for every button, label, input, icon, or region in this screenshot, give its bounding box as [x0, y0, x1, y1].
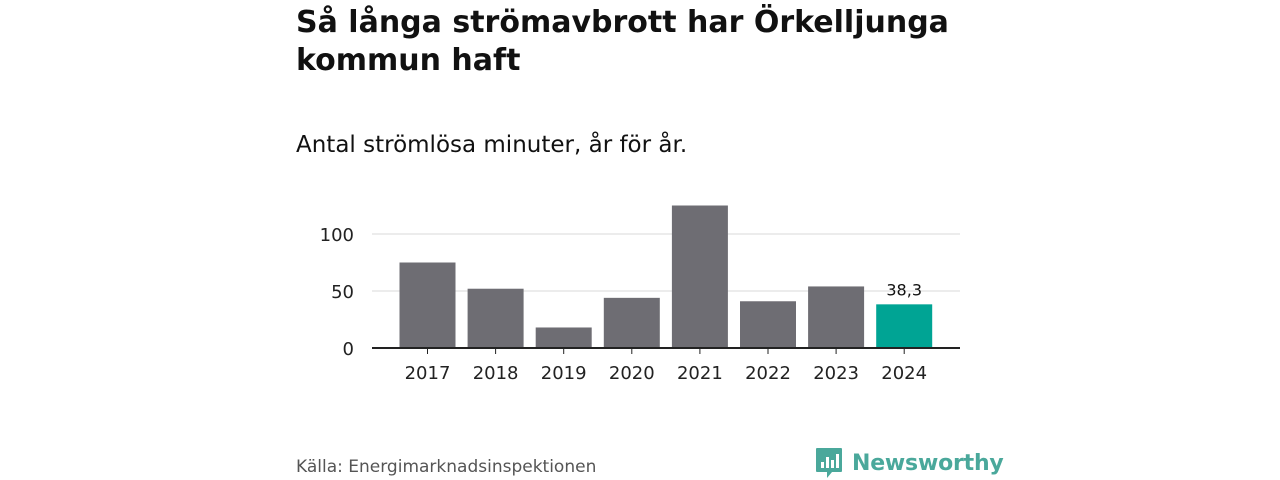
bar-2019 — [535, 327, 592, 348]
bar-2024 — [876, 304, 933, 348]
y-tick-label: 100 — [320, 225, 354, 246]
brand-name: Newsworthy — [852, 450, 1004, 476]
bars — [399, 205, 933, 348]
chart-subtitle: Antal strömlösa minuter, år för år. — [296, 132, 688, 158]
newsworthy-logo-icon — [816, 448, 842, 478]
source-note: Källa: Energimarknadsinspektionen — [296, 457, 597, 477]
newsworthy-logo: Newsworthy — [814, 446, 1004, 480]
bar-2017 — [399, 262, 456, 348]
gridlines — [372, 233, 960, 292]
x-tick-label: 2019 — [541, 363, 587, 384]
x-tick-label: 2017 — [405, 363, 451, 384]
x-tick-label: 2020 — [609, 363, 655, 384]
x-tick-label: 2018 — [473, 363, 519, 384]
bar-2021 — [671, 205, 728, 348]
bar-chart: 0 50 100 2017 2018 2019 2020 2021 2022 2023 2024 38… — [320, 205, 960, 384]
y-tick-label: 0 — [343, 339, 354, 360]
x-axis — [372, 347, 960, 354]
x-tick-label: 2023 — [813, 363, 859, 384]
x-tick-label: 2021 — [677, 363, 723, 384]
x-tick-label: 2024 — [881, 363, 927, 384]
bar-2020 — [603, 297, 660, 348]
bar-2018 — [467, 288, 524, 348]
chart-title: Så långa strömavbrott har Örkelljunga ko… — [296, 5, 949, 78]
y-tick-label: 50 — [331, 282, 354, 303]
bar-2022 — [740, 301, 796, 348]
bar-2023 — [808, 286, 865, 348]
data-label: 38,3 — [886, 280, 922, 299]
labels: 0 50 100 2017 2018 2019 2020 2021 2022 2023 2024 38… — [320, 225, 927, 384]
x-tick-label: 2022 — [745, 363, 791, 384]
